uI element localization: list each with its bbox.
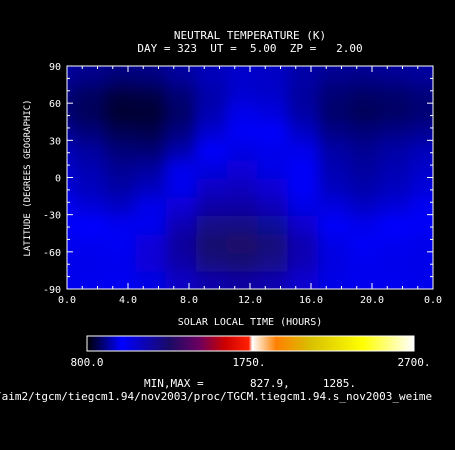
colorbar-min-label: 800.0 [70,356,103,369]
axes: 0.0 4.0 8.0 12.0 16.0 20.0 0.0 90 60 30 0 -30 -60 -90 [43,62,442,306]
colorbar-mid-label: 1750. [232,356,265,369]
x-axis-label: SOLAR LOCAL TIME (HOURS) [178,317,323,328]
chart-subtitle: DAY = 323 UT = 5.00 ZP = 2.00 [137,42,363,55]
x-tick-label: 0.0 [58,295,76,306]
chart-title: NEUTRAL TEMPERATURE (K) [173,29,327,42]
y-tick-label: 90 [49,62,61,73]
y-tick-label: 30 [49,136,61,147]
heatmap-field [67,66,433,289]
y-tick-label: 0 [55,174,61,185]
x-tick-label: 0.0 [424,295,442,306]
colorbar-gradient [87,336,414,351]
min-max-readout: MIN,MAX = 827.9, 1285. [144,377,356,390]
source-file-path: /aim2/tgcm/tiegcm1.94/nov2003/proc/TGCM.… [0,390,433,403]
x-tick-label: 12.0 [238,295,262,306]
x-tick-label: 8.0 [180,295,198,306]
colorbar-frame [86,335,415,352]
x-tick-label: 20.0 [360,295,384,306]
y-axis-label: LATITUDE (DEGREES GEOGRAPHIC) [23,99,33,256]
heatmap-cells [67,66,433,289]
heatmap-cell [409,271,433,289]
y-tick-label: -90 [43,285,61,296]
colorbar-max-label: 2700. [397,356,430,369]
x-tick-label: 16.0 [299,295,323,306]
colorbar: 800.0 1750. 2700. [70,335,431,369]
y-tick-label: -30 [43,211,61,222]
y-tick-label: -60 [43,248,61,259]
x-tick-label: 4.0 [119,295,137,306]
y-tick-label: 60 [49,99,61,110]
